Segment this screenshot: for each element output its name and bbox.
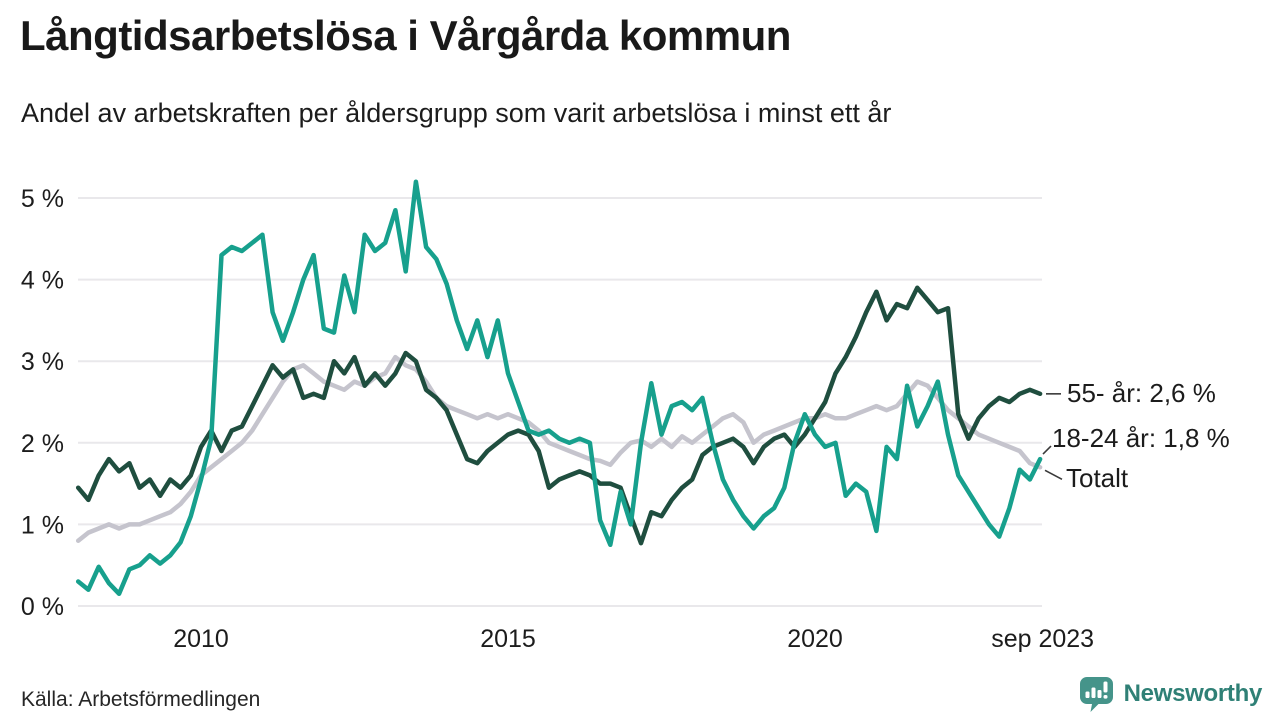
- label-connector-totalt: [1044, 469, 1063, 480]
- line-chart: 0 % 1 % 2 % 3 % 4 % 5 % 2010 2015 2020 sep 2023 To…: [21, 179, 1230, 653]
- source-note: Källa: Arbetsförmedlingen: [21, 688, 261, 711]
- newsworthy-wordmark: Newsworthy: [1123, 679, 1263, 707]
- y-tick-label: 5 %: [21, 185, 64, 213]
- series-end-label-totalt: Totalt: [1066, 463, 1129, 493]
- series-line-18-24-ar: [75, 179, 1043, 597]
- x-tick-label: 2020: [787, 625, 843, 653]
- page-title: Långtidsarbetslösa i Vårgårda kommun: [20, 12, 791, 59]
- series-end-label-18-24-ar: 18-24 år: 1,8 %: [1052, 423, 1230, 453]
- series-line-totalt: [75, 354, 1043, 543]
- label-connector-18-24-ar: [1042, 445, 1052, 455]
- y-tick-label: 2 %: [21, 430, 64, 458]
- x-tick-label: sep 2023: [991, 625, 1094, 653]
- x-tick-label: 2015: [480, 625, 536, 653]
- y-tick-label: 0 %: [21, 593, 64, 621]
- series-end-label-55-ar: 55- år: 2,6 %: [1067, 378, 1216, 408]
- y-tick-label: 4 %: [21, 267, 64, 295]
- page-subtitle: Andel av arbetskraften per åldersgrupp s…: [21, 98, 892, 128]
- series-line-55-ar: [75, 285, 1043, 546]
- x-tick-label: 2010: [173, 625, 229, 653]
- newsworthy-logo-icon: [1079, 677, 1113, 712]
- y-tick-label: 1 %: [21, 511, 64, 539]
- y-tick-label: 3 %: [21, 348, 64, 376]
- newsworthy-logo: Newsworthy: [1078, 675, 1262, 712]
